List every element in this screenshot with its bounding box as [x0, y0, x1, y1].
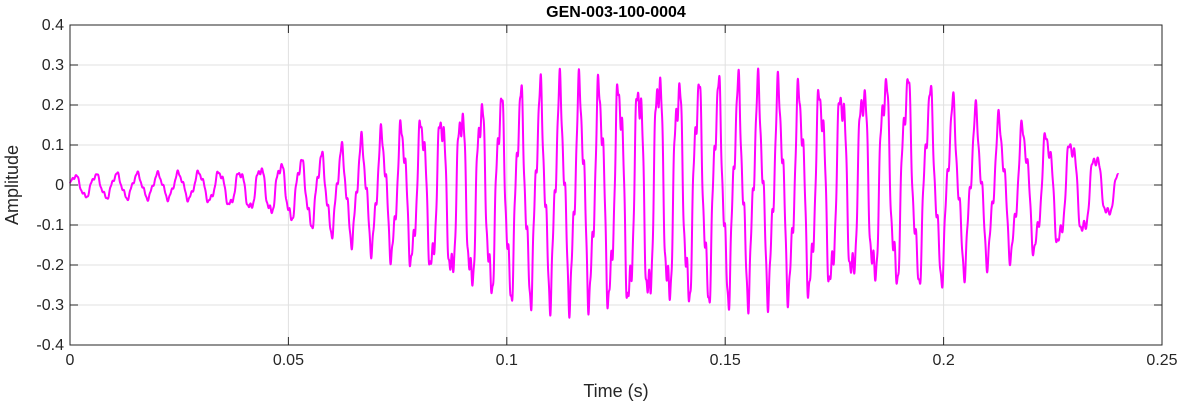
x-tick-label: 0.1 [496, 352, 518, 369]
y-tick-label: 0.4 [42, 17, 64, 34]
x-tick-label: 0 [66, 352, 75, 369]
y-tick-label: 0.2 [42, 97, 64, 114]
y-tick-label: -0.1 [36, 217, 64, 234]
x-tick-label: 0.05 [273, 352, 304, 369]
series-layer [69, 67, 1120, 319]
waveform-series-line [69, 67, 1120, 319]
y-axis-label: Amplitude [2, 145, 22, 225]
x-axis-label: Time (s) [583, 381, 648, 401]
x-tick-label: 0.2 [932, 352, 954, 369]
y-tick-label: -0.2 [36, 257, 64, 274]
grid-lines [69, 24, 1163, 346]
x-tick-label: 0.25 [1146, 352, 1177, 369]
y-tick-label: 0.3 [42, 57, 64, 74]
chart-title: GEN-003-100-0004 [546, 4, 686, 21]
x-tick-label: 0.15 [710, 352, 741, 369]
y-tick-label: 0.1 [42, 137, 64, 154]
y-tick-label: 0 [55, 177, 64, 194]
axis-ticks: 0 0.05 0.1 0.15 0.2 0.25 -0.4 -0.3 -0.2 -0.1 0 0.1 0… [36, 17, 1177, 369]
y-tick-label: -0.3 [36, 297, 64, 314]
y-tick-label: -0.4 [36, 337, 64, 354]
